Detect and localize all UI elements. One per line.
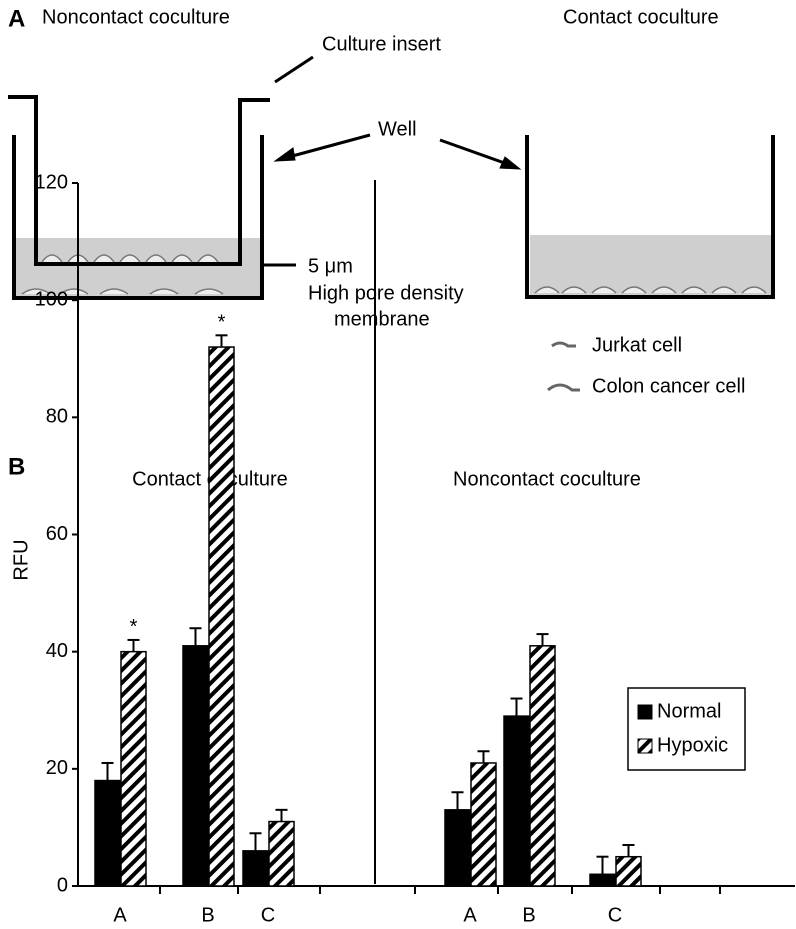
group-label: Noncontact coculture [453, 468, 641, 490]
legend-box [627, 687, 746, 771]
legend-label: Jurkat cell [592, 334, 682, 356]
y-tick-label: 120 [35, 171, 68, 193]
y-tick-label: 80 [46, 406, 68, 428]
x-tick-label: A [463, 904, 477, 926]
x-tick-label: C [261, 904, 275, 926]
bar [615, 855, 642, 887]
bar [242, 850, 269, 887]
label: Culture insert [322, 33, 441, 55]
panel-label: B [8, 453, 25, 480]
x-tick-label: B [201, 904, 214, 926]
bar [529, 645, 556, 887]
x-tick-label: B [522, 904, 535, 926]
bar [589, 873, 616, 887]
legend-swatch [637, 738, 653, 754]
y-tick-label: 60 [46, 523, 68, 545]
panel-label: A [8, 5, 25, 32]
bar [268, 820, 295, 887]
legend-label: Normal [657, 700, 721, 722]
y-tick-label: 100 [35, 288, 68, 310]
y-axis-label: RFU [10, 539, 32, 580]
label: membrane [334, 308, 430, 330]
y-tick-label: 0 [57, 874, 68, 896]
bar [94, 779, 121, 887]
x-tick-label: C [608, 904, 622, 926]
legend-label: Hypoxic [657, 734, 728, 756]
bar [503, 715, 530, 887]
y-tick-label: 20 [46, 757, 68, 779]
diagram-title: Noncontact coculture [42, 6, 230, 28]
significance-mark: * [130, 616, 138, 638]
significance-mark: * [218, 312, 226, 334]
y-tick-label: 40 [46, 640, 68, 662]
bar [444, 809, 471, 887]
label: Well [378, 118, 417, 140]
label: High pore density [308, 282, 464, 304]
legend-label: Colon cancer cell [592, 375, 745, 397]
bar [182, 645, 209, 887]
x-tick-label: A [113, 904, 127, 926]
bar [208, 346, 235, 887]
bar [120, 650, 147, 887]
diagram-title: Contact coculture [563, 6, 719, 28]
diagram [8, 55, 775, 392]
label: 5 μm [308, 255, 353, 277]
bar [470, 762, 497, 887]
legend-swatch [637, 704, 653, 720]
